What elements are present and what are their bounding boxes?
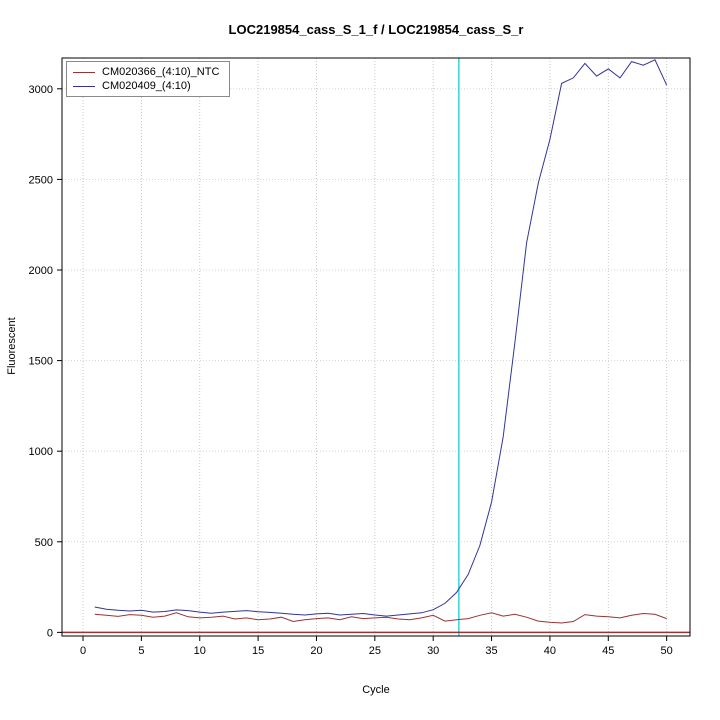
y-tick-label: 2000 — [29, 265, 53, 277]
x-tick-label: 50 — [661, 645, 673, 657]
x-tick-label: 35 — [485, 645, 497, 657]
x-tick-label: 5 — [138, 645, 144, 657]
series-line-0 — [94, 612, 667, 624]
x-tick-label: 25 — [369, 645, 381, 657]
legend-line-swatch-sample — [73, 85, 95, 87]
legend: CM020366_(4:10)_NTC CM020409_(4:10) — [66, 61, 231, 97]
x-tick-label: 40 — [544, 645, 556, 657]
x-tick-label: 30 — [427, 645, 439, 657]
series-line-1 — [94, 59, 668, 617]
y-tick-label: 0 — [47, 627, 53, 639]
x-tick-label: 45 — [602, 645, 614, 657]
y-tick-label: 500 — [35, 537, 53, 549]
y-tick-label: 3000 — [29, 84, 53, 96]
x-tick-label: 10 — [194, 645, 206, 657]
y-tick-label: 1000 — [29, 446, 53, 458]
x-tick-label: 0 — [80, 645, 86, 657]
chart-title: LOC219854_cass_S_1_f / LOC219854_cass_S_… — [228, 22, 524, 37]
x-tick-label: 20 — [310, 645, 322, 657]
legend-item: CM020409_(4:10) — [73, 79, 219, 93]
x-tick-label: 15 — [252, 645, 264, 657]
legend-item: CM020366_(4:10)_NTC — [73, 65, 219, 79]
y-tick-label: 2500 — [29, 174, 53, 186]
legend-label-sample: CM020409_(4:10) — [102, 80, 191, 92]
x-axis-label: Cycle — [362, 684, 390, 696]
legend-line-swatch-ntc — [73, 71, 95, 73]
legend-label-ntc: CM020366_(4:10)_NTC — [102, 66, 220, 78]
y-tick-label: 1500 — [29, 356, 53, 368]
plot-frame — [61, 57, 691, 637]
